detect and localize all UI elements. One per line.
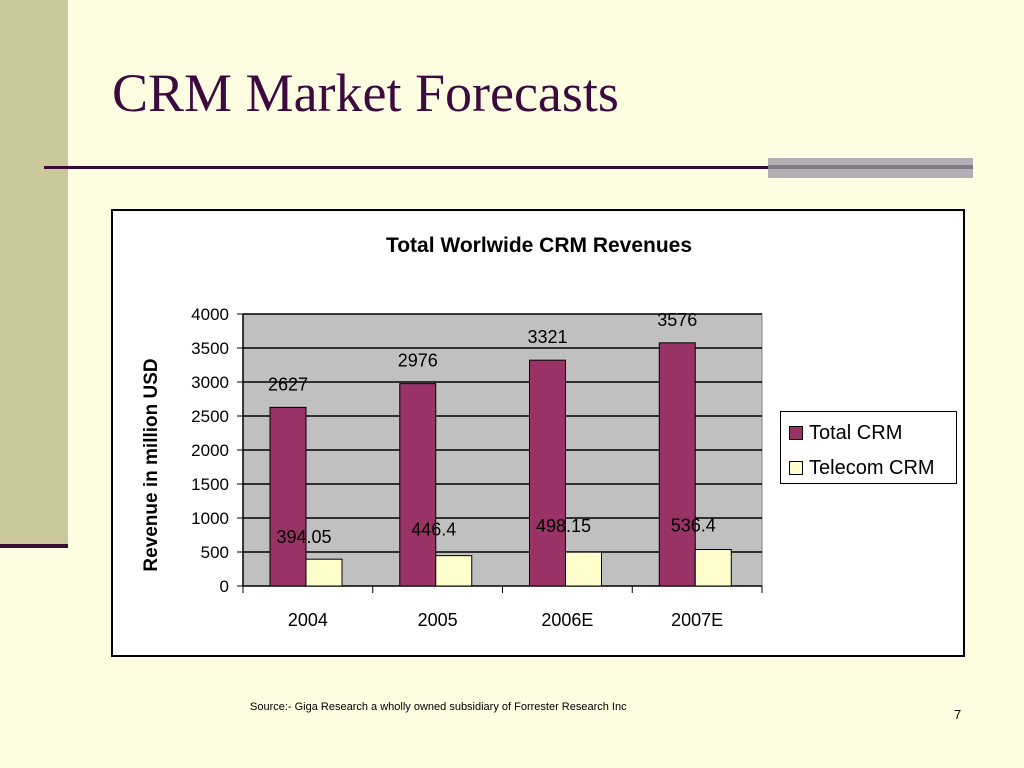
legend-label-total-crm: Total CRM [809, 421, 903, 444]
legend-item-total-crm: Total CRM [789, 421, 902, 445]
bar-telecom-crm [694, 549, 732, 587]
title-rule-block-line [768, 165, 973, 169]
y-tick-label: 1500 [191, 475, 229, 494]
y-tick-label: 4000 [191, 305, 229, 324]
y-tick-label: 500 [201, 543, 229, 562]
bar-total-crm [399, 383, 437, 587]
y-axis-label: Revenue in million USD [141, 358, 162, 571]
y-tick-label: 1000 [191, 509, 229, 528]
bar-telecom-crm [305, 558, 343, 587]
data-label-telecom-crm: 498.15 [536, 516, 591, 536]
page-number: 7 [954, 707, 962, 722]
x-tick-label: 2007E [671, 610, 723, 630]
data-label-total-crm: 2976 [398, 351, 438, 371]
data-label-telecom-crm: 446.4 [411, 520, 456, 540]
legend-label-telecom-crm: Telecom CRM [809, 456, 935, 479]
bar-total-crm [529, 359, 566, 587]
title-rule [44, 166, 770, 169]
y-tick-label: 0 [220, 577, 229, 596]
bar-total-crm [658, 342, 696, 587]
y-tick-label: 2000 [191, 441, 229, 460]
bar-telecom-crm [435, 555, 473, 587]
bar-chart: Total Worlwide CRM Revenues Revenue in m… [141, 234, 763, 630]
source-note: Source:- Giga Research a wholly owned su… [250, 701, 627, 713]
chart-legend: Total CRM Telecom CRM [780, 411, 957, 484]
data-label-total-crm: 3576 [657, 310, 697, 330]
legend-swatch-telecom-crm [789, 461, 803, 475]
data-label-telecom-crm: 536.4 [671, 516, 716, 536]
y-tick-label: 3000 [191, 373, 229, 392]
data-label-total-crm: 3321 [527, 327, 567, 347]
bar-total-crm [269, 406, 307, 587]
slide-title: CRM Market Forecasts [112, 63, 619, 123]
bar-telecom-crm [565, 551, 602, 587]
chart-container: Total Worlwide CRM Revenues Revenue in m… [111, 209, 965, 657]
chart-title: Total Worlwide CRM Revenues [386, 234, 692, 257]
x-tick-label: 2006E [541, 610, 593, 630]
x-tick-label: 2005 [418, 610, 458, 630]
y-tick-label: 3500 [191, 339, 229, 358]
slide-sidebar [0, 0, 68, 548]
data-label-total-crm: 2627 [268, 374, 308, 394]
legend-item-telecom-crm: Telecom CRM [789, 456, 935, 480]
data-label-telecom-crm: 394.05 [276, 527, 331, 547]
y-tick-label: 2500 [191, 407, 229, 426]
legend-swatch-total-crm [789, 426, 803, 440]
x-tick-label: 2004 [288, 610, 328, 630]
sidebar-underline [0, 544, 68, 548]
